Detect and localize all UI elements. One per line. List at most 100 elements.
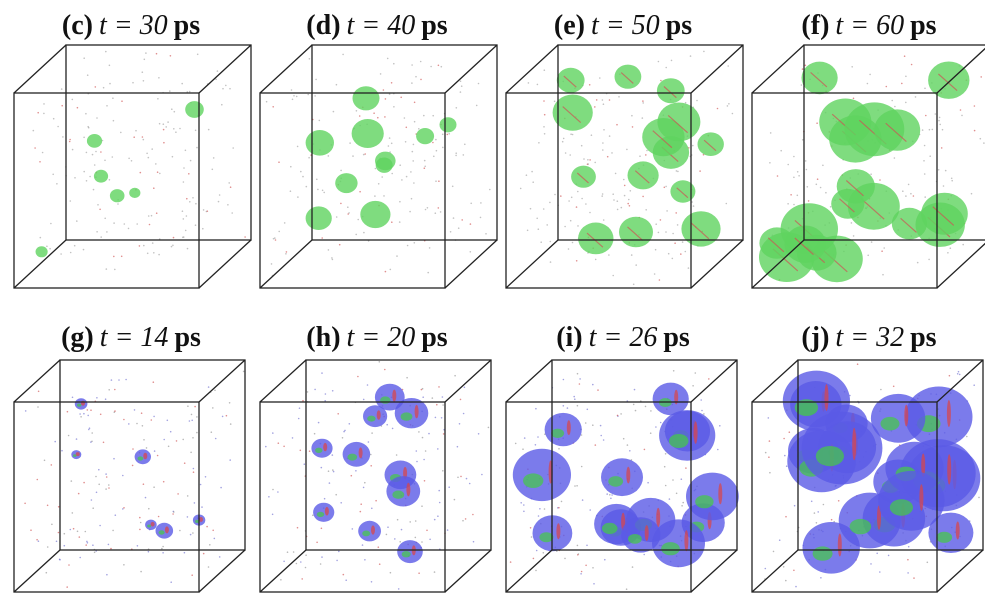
atom: [530, 527, 532, 529]
defect: [645, 525, 649, 541]
atom: [56, 183, 58, 185]
cluster-fringe: [401, 412, 413, 420]
atom: [645, 154, 647, 156]
atom: [99, 525, 101, 527]
atom: [131, 160, 133, 162]
atom: [806, 169, 808, 171]
atom: [87, 74, 89, 76]
atom: [664, 187, 666, 189]
atom: [427, 207, 429, 209]
atom: [183, 218, 185, 220]
cluster: [313, 503, 334, 522]
cube-edge: [937, 550, 983, 592]
defect: [392, 390, 396, 402]
caption-time: t = 14: [100, 322, 169, 353]
atom: [415, 76, 417, 78]
atom: [853, 235, 855, 237]
atom: [322, 190, 324, 192]
atom: [612, 193, 614, 195]
atom: [203, 553, 205, 555]
atom: [383, 89, 385, 91]
cluster-fringe: [850, 519, 872, 534]
atom: [579, 378, 581, 380]
cluster-fringe: [881, 417, 900, 431]
atom: [390, 269, 392, 271]
atom: [398, 588, 400, 590]
atom: [300, 171, 302, 173]
atom: [370, 454, 372, 456]
atom: [434, 519, 436, 521]
atom: [532, 181, 534, 183]
atom: [182, 237, 184, 239]
atom: [577, 373, 579, 375]
atom: [169, 90, 171, 92]
cluster: [657, 78, 685, 103]
atom: [391, 82, 393, 84]
atom: [196, 147, 198, 149]
atom: [185, 230, 187, 232]
atom: [277, 491, 279, 493]
atom: [783, 566, 785, 568]
atom: [316, 179, 318, 181]
atom: [359, 191, 361, 193]
cluster: [670, 180, 695, 202]
atom: [108, 389, 110, 391]
atom: [695, 372, 697, 374]
atom: [284, 222, 286, 224]
atom: [79, 413, 81, 415]
atom: [283, 446, 285, 448]
atom: [602, 142, 604, 144]
cube-edge: [691, 360, 737, 402]
atom: [105, 51, 107, 53]
atom: [222, 88, 224, 90]
atom: [801, 84, 803, 86]
atom: [582, 499, 584, 501]
atom: [122, 508, 124, 510]
cluster: [628, 161, 659, 189]
atom: [629, 450, 631, 452]
atom: [283, 561, 285, 563]
atom: [561, 501, 563, 503]
atom: [388, 145, 390, 147]
atom: [528, 82, 530, 84]
atom: [888, 555, 890, 557]
atom: [666, 210, 668, 212]
cube-edge: [691, 45, 743, 93]
atom: [950, 247, 952, 249]
atom: [572, 242, 574, 244]
atom: [132, 465, 134, 467]
atom: [558, 507, 560, 509]
atom: [157, 455, 159, 457]
atom: [581, 466, 583, 468]
atom: [797, 195, 799, 197]
atom: [406, 127, 408, 129]
atom: [414, 121, 416, 123]
atom: [458, 227, 460, 229]
cluster: [363, 405, 387, 427]
atom: [672, 479, 674, 481]
atom: [285, 253, 287, 255]
caption-time: t = 26: [589, 322, 658, 353]
atom: [83, 482, 85, 484]
atom: [95, 86, 97, 88]
atom: [429, 539, 431, 541]
atom: [153, 187, 155, 189]
cluster: [397, 540, 423, 563]
atom: [632, 566, 634, 568]
atom: [159, 173, 161, 175]
atom: [385, 98, 387, 100]
atom: [719, 425, 721, 427]
atom: [631, 254, 633, 256]
atom: [627, 444, 629, 446]
atom: [414, 242, 416, 244]
atom: [68, 564, 70, 566]
atom: [375, 168, 377, 170]
atom: [424, 160, 426, 162]
atom: [527, 230, 529, 232]
atom: [278, 231, 280, 233]
atom: [66, 586, 68, 588]
atom: [387, 58, 389, 60]
atom: [908, 546, 910, 548]
atom: [923, 160, 925, 162]
atom: [589, 84, 591, 86]
